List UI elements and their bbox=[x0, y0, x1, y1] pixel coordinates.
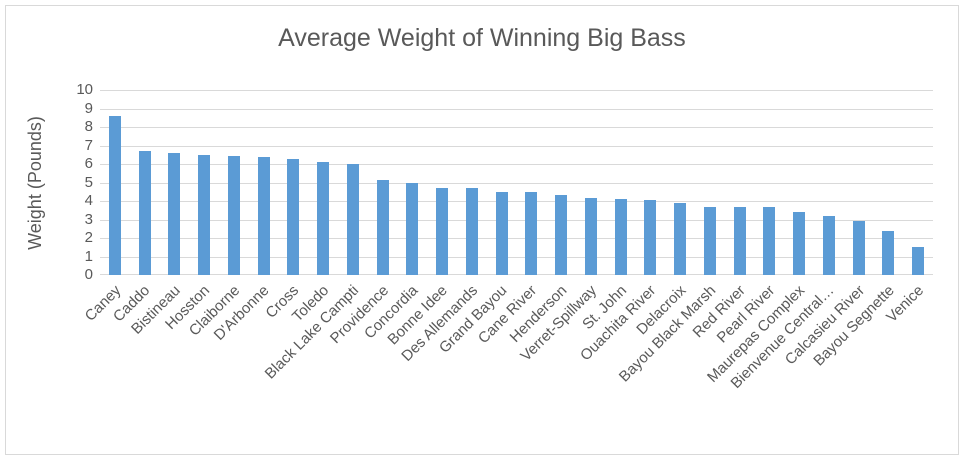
bar bbox=[555, 195, 568, 275]
bar bbox=[733, 206, 746, 275]
bar bbox=[882, 230, 895, 275]
gridline-y-3 bbox=[100, 219, 933, 221]
y-tick-label-10: 10 bbox=[76, 81, 93, 98]
bar bbox=[376, 179, 389, 275]
gridline-y-5 bbox=[100, 182, 933, 184]
bar bbox=[317, 162, 330, 275]
bar bbox=[198, 154, 211, 275]
y-tick-label-6: 6 bbox=[84, 155, 93, 172]
y-tick-label-3: 3 bbox=[84, 210, 93, 228]
gridline-y-10 bbox=[100, 90, 933, 91]
y-tick-label-1: 1 bbox=[84, 247, 93, 265]
bar bbox=[763, 206, 776, 275]
bar bbox=[912, 247, 925, 275]
y-tick-label-9: 9 bbox=[84, 99, 93, 117]
bar bbox=[525, 191, 538, 275]
bar bbox=[495, 191, 508, 275]
bar bbox=[584, 198, 597, 275]
bar bbox=[644, 200, 657, 275]
bar bbox=[108, 115, 121, 275]
bar bbox=[287, 159, 300, 275]
gridline-y-1 bbox=[100, 256, 933, 258]
y-tick-label-7: 7 bbox=[84, 136, 93, 154]
bar bbox=[465, 188, 478, 275]
bar bbox=[852, 221, 865, 275]
y-tick-label-4: 4 bbox=[84, 192, 93, 209]
gridline-y-6 bbox=[100, 164, 933, 165]
bar bbox=[614, 199, 627, 275]
y-tick-label-5: 5 bbox=[84, 173, 93, 191]
gridline-y-4 bbox=[100, 201, 933, 202]
bar bbox=[822, 215, 835, 275]
bar bbox=[793, 212, 806, 275]
gridline-y-0 bbox=[100, 274, 933, 275]
bar bbox=[227, 155, 240, 275]
bar bbox=[436, 188, 449, 275]
bar bbox=[674, 202, 687, 275]
y-axis-tick-labels: 0 1 2 3 4 5 6 7 8 9 10 bbox=[0, 81, 93, 283]
bar bbox=[138, 151, 151, 275]
chart-title: Average Weight of Winning Big Bass bbox=[278, 24, 686, 52]
gridline-y-8 bbox=[100, 127, 933, 128]
bar bbox=[257, 156, 270, 275]
plot-area bbox=[100, 90, 933, 275]
gridline-y-7 bbox=[100, 145, 933, 147]
x-axis-category-labels: Caney Caddo Bistineau Hosston Claiborne D'Arb… bbox=[81, 282, 933, 454]
bar bbox=[703, 206, 716, 275]
gridline-y-9 bbox=[100, 108, 933, 110]
bar bbox=[346, 164, 359, 275]
y-tick-label-8: 8 bbox=[84, 118, 93, 135]
y-tick-label-0: 0 bbox=[84, 266, 93, 283]
gridline-y-2 bbox=[100, 238, 933, 239]
y-tick-label-2: 2 bbox=[84, 229, 93, 246]
bar bbox=[406, 182, 419, 275]
bar bbox=[168, 152, 181, 275]
